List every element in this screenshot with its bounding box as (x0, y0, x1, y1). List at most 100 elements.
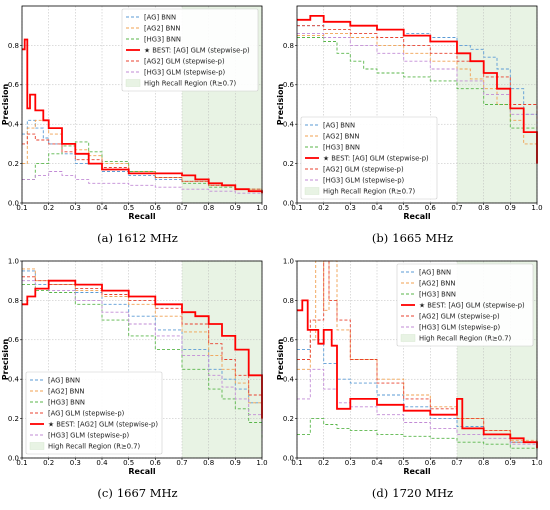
x-axis-label: Recall (403, 212, 430, 221)
x-tick-label: 0.1 (16, 204, 27, 212)
x-tick-label: 0.4 (96, 459, 108, 467)
legend-label: [AG] GLM (stepwise-p) (48, 409, 125, 417)
x-tick-label: 0.1 (291, 459, 302, 467)
caption-label: (a) (97, 231, 114, 245)
legend-entry: High Recall Region (R≥0.7) (29, 442, 141, 450)
legend-entry: [HG3] BNN (401, 290, 456, 298)
series-hg3-bnn (22, 284, 263, 439)
y-tick-label: 1.0 (283, 257, 294, 265)
y-tick-label: 0.2 (8, 160, 19, 168)
x-tick-label: 0.7 (451, 204, 462, 212)
legend-swatch-region (29, 442, 45, 450)
axes-frame (21, 260, 263, 459)
legend-label: [AG2] BNN (144, 24, 180, 32)
legend: [AG] BNN [AG2] BNN [HG3] BNN ★ BEST: [AG] G… (396, 263, 534, 347)
legend-label: High Recall Region (R≥0.7) (323, 187, 416, 195)
y-tick-label: 0.8 (8, 297, 19, 305)
y-tick-label: 0.0 (8, 454, 19, 462)
legend-label: High Recall Region (R≥0.7) (144, 79, 237, 87)
legend-entry: [AG] BNN (401, 268, 451, 276)
x-tick-label: 0.9 (505, 204, 516, 212)
y-tick-label: 0.6 (283, 81, 295, 89)
legend-entry: [AG2] BNN (401, 279, 455, 287)
y-tick-label: 0.4 (283, 121, 295, 129)
legend-label: ★ BEST: [AG] GLM (stepwise-p) (323, 154, 429, 162)
panel-1720-mhz: 0.1 0.2 0.3 0.4 0.5 0.6 0.7 0.8 0.9 1.0 0.0 0.2 0.4 0… (275, 255, 550, 510)
x-tick-label: 0.3 (345, 204, 356, 212)
y-tick-label: 1.0 (8, 257, 19, 265)
legend-label: [HG3] GLM (stepwise-p) (419, 323, 501, 331)
caption-text: 1665 MHz (392, 231, 454, 245)
y-tick-label: 0.2 (8, 415, 19, 423)
y-tick-label: 0.0 (283, 454, 294, 462)
y-tick-label: 0.4 (8, 376, 20, 384)
legend-entry: [AG2] GLM (stepwise-p) (401, 312, 500, 320)
x-axis-label: Recall (128, 212, 155, 221)
axes-frame (21, 5, 263, 204)
caption-1612: (a) 1612 MHz (0, 231, 275, 245)
legend-entry: High Recall Region (R≥0.7) (400, 334, 512, 342)
y-tick-label: 0.4 (8, 121, 20, 129)
y-tick-label: 0.8 (283, 297, 294, 305)
y-tick-label: 0.6 (8, 336, 20, 344)
series-hg3-glm (297, 368, 538, 449)
axes-frame (296, 260, 538, 459)
pr-chart-1665: 0.1 0.2 0.3 0.4 0.5 0.6 0.7 0.8 0.9 1.0 0.0 0.2 0.4 0… (276, 5, 543, 221)
legend-label: High Recall Region (R≥0.7) (419, 334, 512, 342)
series-hg3-glm (22, 280, 263, 435)
y-tick-label: 0.8 (283, 42, 294, 50)
x-tick-label: 0.8 (478, 459, 489, 467)
x-tick-label: 0.5 (123, 459, 134, 467)
legend-entry: [AG] BNN (126, 13, 176, 21)
panel-1665-mhz: 0.1 0.2 0.3 0.4 0.5 0.6 0.7 0.8 0.9 1.0 0.0 0.2 0.4 0… (275, 0, 550, 255)
legend-entry: ★ BEST: [AG] GLM (stepwise-p) (126, 46, 250, 54)
x-tick-label: 0.8 (203, 459, 214, 467)
pr-chart-1720: 0.1 0.2 0.3 0.4 0.5 0.6 0.7 0.8 0.9 1.0 0.0 0.2 0.4 0… (276, 257, 543, 476)
x-tick-label: 0.5 (398, 204, 409, 212)
caption-label: (c) (97, 486, 113, 500)
legend-label: [HG3] BNN (419, 290, 456, 298)
x-tick-label: 1.0 (531, 204, 542, 212)
legend-label: [AG2] BNN (48, 387, 84, 395)
x-tick-label: 1.0 (256, 459, 267, 467)
legend-entry: ★ BEST: [AG] GLM (stepwise-p) (305, 154, 429, 162)
legend-label: [HG3] GLM (stepwise-p) (323, 176, 405, 184)
y-tick-label: 0.6 (283, 336, 295, 344)
pr-chart-1612: 0.1 0.2 0.3 0.4 0.5 0.6 0.7 0.8 0.9 1.0 0.0 0.2 0.4 0… (1, 5, 268, 221)
series-ag-bnn (22, 119, 263, 194)
series-best (297, 299, 538, 449)
legend-entry: [AG2] BNN (126, 24, 180, 32)
series-ag-glm (22, 276, 263, 423)
series-hg3-glm (297, 33, 538, 154)
legend: [AG] BNN [AG2] BNN [HG3] BNN ★ BEST: [AG] G… (121, 8, 259, 92)
x-tick-label: 0.6 (425, 204, 437, 212)
caption-text: 1720 MHz (392, 486, 454, 500)
legend-entry: [AG2] BNN (30, 387, 84, 395)
legend-label: [HG3] BNN (144, 35, 181, 43)
panel-1667-mhz: 0.1 0.2 0.3 0.4 0.5 0.6 0.7 0.8 0.9 1.0 0.0 0.2 0.4 0… (0, 255, 275, 510)
caption-label: (d) (371, 486, 389, 500)
panel-1612-mhz: 0.1 0.2 0.3 0.4 0.5 0.6 0.7 0.8 0.9 1.0 0.0 0.2 0.4 0… (0, 0, 275, 255)
x-tick-label: 0.7 (176, 459, 187, 467)
x-tick-label: 1.0 (256, 204, 267, 212)
series-ag2-glm (297, 25, 538, 160)
y-tick-label: 0.2 (283, 415, 294, 423)
y-axis-label: Precision (276, 83, 285, 125)
legend-entry: High Recall Region (R≥0.7) (304, 187, 416, 195)
legend-label: [AG] BNN (48, 376, 80, 384)
legend-entry: ★ BEST: [AG] GLM (stepwise-p) (401, 301, 525, 309)
legend-entry: [HG3] GLM (stepwise-p) (30, 431, 130, 439)
legend-label: [HG3] BNN (48, 398, 85, 406)
x-tick-label: 0.6 (425, 459, 437, 467)
x-tick-label: 0.5 (398, 459, 409, 467)
legend-entry: [HG3] GLM (stepwise-p) (305, 176, 405, 184)
y-axis-label: Precision (276, 338, 285, 380)
y-axis-label: Precision (1, 338, 10, 380)
legend: [AG] BNN [AG2] BNN [HG3] BNN [AG] GLM (step… (25, 371, 163, 455)
legend-box (121, 8, 259, 92)
y-tick-label: 0.8 (8, 42, 19, 50)
legend-label: High Recall Region (R≥0.7) (48, 442, 141, 450)
x-tick-label: 0.9 (230, 204, 241, 212)
x-tick-label: 0.5 (123, 204, 134, 212)
x-tick-label: 0.1 (16, 459, 27, 467)
